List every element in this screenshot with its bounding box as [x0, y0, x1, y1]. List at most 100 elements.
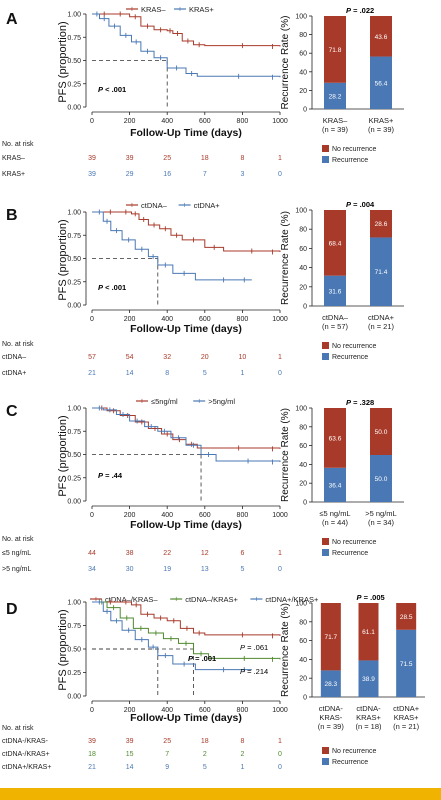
x-tick-label: 800 — [237, 707, 249, 714]
x-axis-label: Follow-Up Time (days) — [130, 519, 242, 531]
x-tick-label: 0 — [90, 512, 94, 519]
km-curve — [92, 211, 252, 281]
risk-row-label: ctDNA-/KRAS- — [2, 738, 49, 745]
bar-no-recurrence — [370, 210, 392, 238]
bar-p-value: P = .328 — [346, 398, 374, 407]
risk-count: 7 — [165, 751, 169, 758]
risk-table-title: No. at risk — [2, 341, 34, 348]
legend-tick: + — [178, 5, 183, 14]
km-curve — [92, 601, 281, 660]
bar-value-label: 71.4 — [375, 269, 388, 276]
x-tick-label: 800 — [237, 316, 249, 323]
bar-value-label: 56.4 — [375, 80, 388, 87]
y-tick-label: 0.50 — [67, 452, 81, 459]
risk-row-label: ≤5 ng/mL — [2, 550, 31, 557]
bar-value-label: 71.7 — [325, 634, 338, 641]
km-curve — [92, 211, 281, 252]
x-tick-label: 600 — [199, 118, 211, 125]
panel-a: A+ KRAS– + KRAS+0.000.250.500.751.000 200 400… — [2, 5, 404, 178]
x-tick-label: 600 — [199, 707, 211, 714]
legend-tick: + — [130, 5, 135, 14]
bar-y-tick-label: 60 — [299, 638, 307, 645]
bar-legend-swatch — [322, 342, 329, 349]
bar-category-label: KRAS+ — [394, 713, 419, 722]
bar-no-recurrence — [396, 603, 417, 630]
y-tick-label: 0.00 — [67, 303, 81, 310]
risk-count: 18 — [88, 751, 96, 758]
bar-no-recurrence — [324, 210, 346, 276]
km-p-value: P = .001 — [188, 654, 216, 663]
bar-recurrence — [320, 670, 341, 697]
bar-y-tick-label: 40 — [299, 265, 307, 272]
y-tick-label: 0.00 — [67, 105, 81, 112]
bar-category-label: (n = 21) — [393, 722, 420, 731]
bar-no-recurrence — [320, 603, 341, 671]
panel-c: C + ≤5ng/ml + >5ng/ml 0.00 0.25 0.50 0.75 1.00 0 20… — [2, 397, 404, 573]
risk-count: 8 — [240, 738, 244, 745]
bar-y-tick-label: 40 — [299, 657, 307, 664]
risk-count: 6 — [240, 550, 244, 557]
risk-count: 3 — [240, 171, 244, 178]
bar-recurrence — [370, 56, 392, 109]
bar-legend-entry: No recurrence — [332, 146, 376, 153]
bar-y-tick-label: 100 — [295, 406, 307, 413]
legend-entry: ctDNA+ — [194, 201, 221, 210]
risk-count: 15 — [126, 751, 134, 758]
km-legend: + ctDNA– + ctDNA+ — [126, 201, 221, 210]
risk-table-title: No. at risk — [2, 536, 34, 543]
y-tick-label: 0.75 — [67, 623, 81, 630]
y-axis-label: PFS (proportion) — [57, 21, 69, 102]
bar-legend-swatch — [322, 538, 329, 545]
legend-entry: KRAS+ — [189, 5, 214, 14]
risk-count: 14 — [126, 764, 134, 771]
bar-legend-swatch — [322, 145, 329, 152]
x-tick-label: 200 — [124, 118, 136, 125]
risk-count: 1 — [278, 155, 282, 162]
risk-count: 5 — [240, 566, 244, 573]
y-tick-label: 0.50 — [67, 647, 81, 654]
x-tick-label: 1000 — [272, 707, 288, 714]
panel-letter: B — [6, 207, 18, 224]
bar-y-tick-label: 80 — [299, 32, 307, 39]
x-axis-label: Follow-Up Time (days) — [130, 127, 242, 139]
risk-count: 1 — [278, 354, 282, 361]
x-tick-label: 600 — [199, 512, 211, 519]
panel-letter: D — [6, 601, 18, 618]
x-tick-label: 400 — [161, 118, 173, 125]
legend-entry: ctDNA+/KRAS+ — [265, 595, 319, 604]
bar-y-axis-label: Recurrence Rate (%) — [280, 408, 291, 502]
bar-y-tick-label: 80 — [299, 227, 307, 234]
risk-count: 12 — [201, 550, 209, 557]
risk-count: 25 — [163, 738, 171, 745]
risk-count: 7 — [203, 171, 207, 178]
legend-entry: >5ng/ml — [208, 397, 235, 406]
risk-count: 2 — [240, 751, 244, 758]
risk-count: 18 — [201, 155, 209, 162]
bar-y-tick-label: 100 — [295, 208, 307, 215]
risk-count: 30 — [126, 566, 134, 573]
bar-legend-entry: No recurrence — [332, 748, 376, 755]
legend-entry: ≤5ng/ml — [151, 397, 178, 406]
km-p-value: P < .001 — [98, 85, 126, 94]
risk-count: 14 — [126, 370, 134, 377]
risk-count: 39 — [88, 171, 96, 178]
bar-recurrence — [358, 660, 379, 697]
bar-y-tick-label: 80 — [299, 619, 307, 626]
y-tick-label: 0.75 — [67, 35, 81, 42]
bar-value-label: 71.5 — [400, 661, 413, 668]
bar-category-label: KRAS+ — [369, 116, 394, 125]
bar-legend-swatch — [322, 747, 329, 754]
km-curve — [92, 601, 252, 671]
risk-count: 34 — [88, 566, 96, 573]
bar-value-label: 31.6 — [329, 288, 342, 295]
risk-count: 19 — [163, 566, 171, 573]
x-tick-label: 1000 — [272, 512, 288, 519]
y-tick-label: 0.25 — [67, 475, 81, 482]
risk-row-label: ctDNA– — [2, 354, 26, 361]
km-curve — [92, 601, 281, 636]
bar-category-label: (n = 39) — [318, 722, 345, 731]
risk-count: 10 — [239, 354, 247, 361]
bar-value-label: 28.5 — [400, 614, 413, 621]
bar-y-tick-label: 20 — [299, 88, 307, 95]
bar-value-label: 71.8 — [329, 47, 342, 54]
